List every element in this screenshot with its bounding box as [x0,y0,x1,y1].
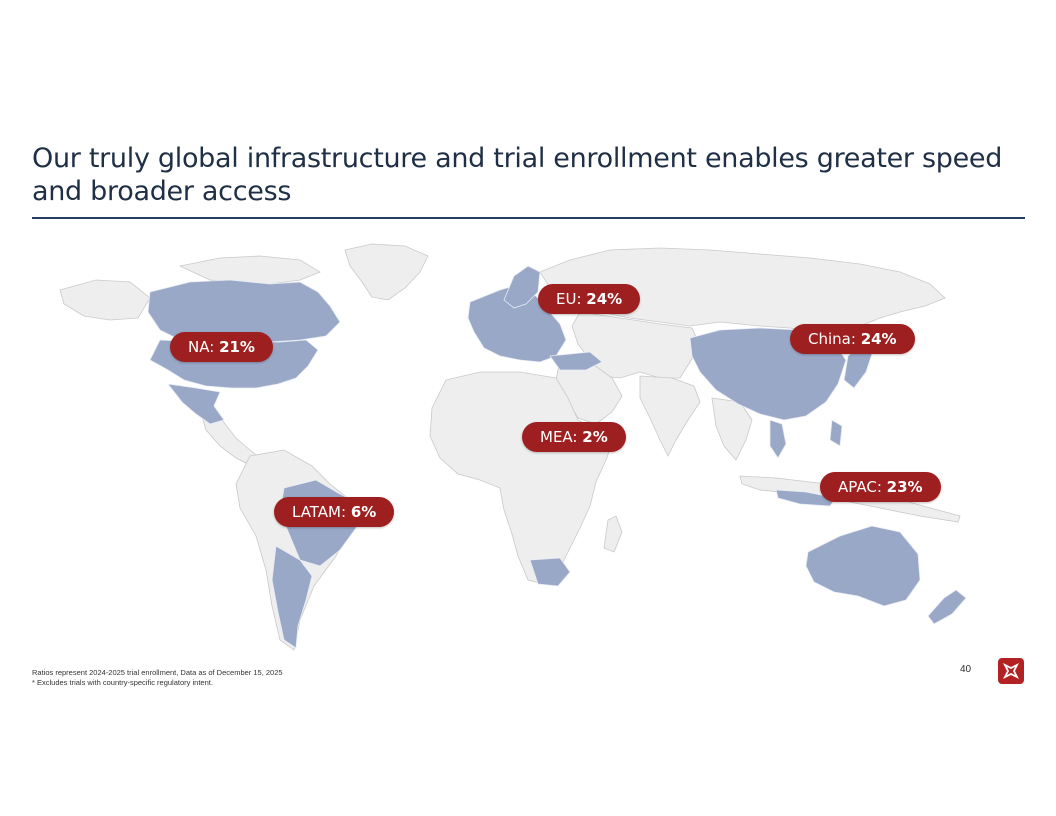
footnote-line: * Excludes trials with country-specific … [32,678,213,687]
mexico [167,383,225,425]
arctic-canada [178,255,321,285]
region-value: 23% [886,478,923,496]
russia [539,247,946,335]
turkey [549,351,603,371]
region-badge-apac: APAC: 23% [820,472,941,502]
southern-cone [271,545,313,649]
region-label: LATAM: [292,503,347,521]
page-number: 40 [960,664,972,675]
region-label: EU: [556,290,582,308]
region-badge-china: China: 24% [790,324,915,354]
scandinavia [503,265,541,309]
madagascar [603,515,623,553]
region-value: 6% [350,503,377,521]
australia [805,525,921,607]
region-value: 2% [582,428,608,446]
greenland [344,243,429,301]
region-label: NA: [188,338,215,356]
footnote: Ratios represent 2024-2025 trial enrollm… [32,668,552,688]
region-badge-latam: LATAM: 6% [274,497,395,527]
region-badge-mea: MEA: 2% [522,422,626,452]
indonesia [775,489,837,507]
region-value: 24% [586,290,623,308]
philippines [829,419,843,447]
thailand [769,419,787,459]
alaska [59,279,151,321]
region-value: 21% [219,338,255,356]
region-badge-eu: EU: 24% [538,284,641,314]
region-label: MEA: [540,428,578,446]
title-divider [32,217,1025,219]
footnote-line: Ratios represent 2024-2025 trial enrollm… [32,668,283,677]
region-value: 24% [860,330,897,348]
new-zealand [927,589,967,625]
slide-title: Our truly global infrastructure and tria… [32,143,1003,207]
region-badge-na: NA: 21% [170,332,273,362]
company-logo-icon [998,658,1024,684]
india [639,375,701,457]
region-label: China: [808,330,856,348]
south-africa [529,557,571,587]
region-label: APAC: [838,478,882,496]
